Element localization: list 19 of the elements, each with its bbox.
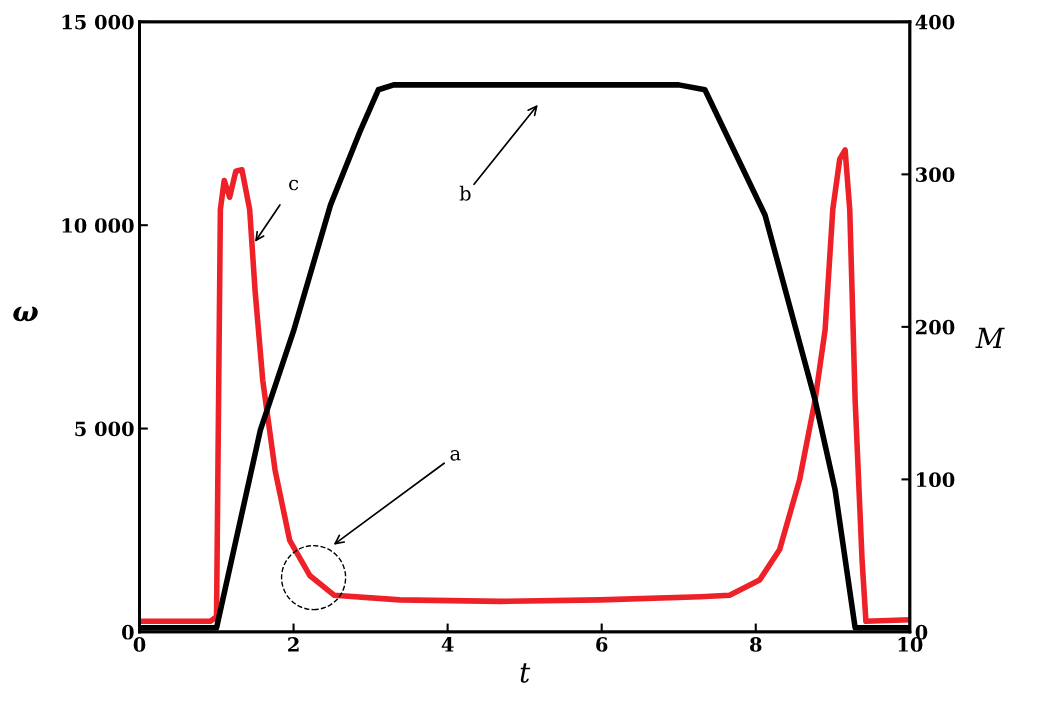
x-tick-label: 4 [441, 637, 454, 652]
x-axis-title: t [520, 663, 531, 683]
x-tick-label: 6 [596, 637, 608, 652]
y-axis-title: ω [13, 306, 38, 322]
y2-tick-label: 300 [916, 167, 955, 183]
y-tick-label: 0 [122, 624, 134, 640]
annotation: b [459, 185, 471, 201]
y2-tick-label: 400 [915, 14, 955, 30]
y2-axis-title: M [975, 327, 1005, 348]
x-tick-label: 8 [750, 637, 762, 652]
y-tick-label: 15 000 [62, 14, 134, 30]
y2-tick-label: 200 [916, 319, 955, 335]
y-tick-label: 10 000 [62, 218, 134, 233]
y2-tick-label: 100 [917, 472, 955, 488]
x-tick-label: 2 [288, 637, 299, 652]
y-tick-label: 5 000 [75, 421, 134, 437]
annotation: c [289, 179, 299, 191]
x-tick-label: 0 [133, 637, 146, 652]
annotation: a [450, 449, 461, 461]
